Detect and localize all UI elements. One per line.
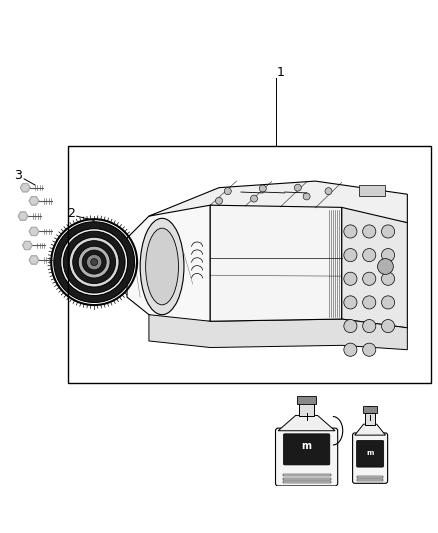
Ellipse shape xyxy=(344,343,357,356)
Circle shape xyxy=(325,188,332,195)
Bar xyxy=(283,474,331,477)
Polygon shape xyxy=(23,241,32,249)
Bar xyxy=(283,478,331,480)
Ellipse shape xyxy=(381,225,395,238)
FancyBboxPatch shape xyxy=(353,433,388,483)
Circle shape xyxy=(69,237,119,287)
Circle shape xyxy=(259,185,266,192)
Text: m: m xyxy=(302,441,311,451)
Polygon shape xyxy=(127,205,210,324)
Bar xyxy=(283,481,331,483)
Circle shape xyxy=(215,197,223,204)
Polygon shape xyxy=(342,207,407,328)
Circle shape xyxy=(78,246,110,278)
Text: 5: 5 xyxy=(366,405,374,418)
Polygon shape xyxy=(29,197,39,205)
Ellipse shape xyxy=(381,319,395,333)
Polygon shape xyxy=(210,205,342,321)
FancyBboxPatch shape xyxy=(283,434,330,465)
Ellipse shape xyxy=(381,296,395,309)
Bar xyxy=(359,185,385,197)
Text: 4: 4 xyxy=(303,403,311,417)
Circle shape xyxy=(82,250,106,274)
Polygon shape xyxy=(18,212,28,220)
Circle shape xyxy=(294,184,301,191)
Bar xyxy=(357,479,383,481)
Text: 3: 3 xyxy=(14,169,22,182)
Circle shape xyxy=(251,195,258,202)
Ellipse shape xyxy=(145,228,179,305)
Bar xyxy=(297,395,316,403)
Ellipse shape xyxy=(363,248,376,262)
Circle shape xyxy=(61,229,127,296)
Circle shape xyxy=(54,222,134,302)
Ellipse shape xyxy=(344,296,357,309)
Circle shape xyxy=(378,259,393,274)
Ellipse shape xyxy=(381,248,395,262)
Ellipse shape xyxy=(344,319,357,333)
Polygon shape xyxy=(21,183,30,192)
Bar xyxy=(365,413,375,425)
Bar xyxy=(357,476,383,478)
Ellipse shape xyxy=(363,225,376,238)
Polygon shape xyxy=(29,256,39,264)
Circle shape xyxy=(303,193,310,200)
Ellipse shape xyxy=(344,225,357,238)
Polygon shape xyxy=(29,228,39,236)
Polygon shape xyxy=(149,181,407,223)
Ellipse shape xyxy=(363,296,376,309)
Polygon shape xyxy=(355,424,385,435)
Circle shape xyxy=(224,188,231,195)
Polygon shape xyxy=(149,314,407,350)
Ellipse shape xyxy=(363,319,376,333)
FancyBboxPatch shape xyxy=(276,428,338,486)
Circle shape xyxy=(91,259,98,265)
Bar xyxy=(68,146,431,383)
Circle shape xyxy=(86,254,102,270)
Circle shape xyxy=(63,231,125,293)
Ellipse shape xyxy=(344,272,357,285)
Ellipse shape xyxy=(344,248,357,262)
Ellipse shape xyxy=(381,272,395,285)
Bar xyxy=(299,403,314,416)
Polygon shape xyxy=(278,415,335,431)
FancyBboxPatch shape xyxy=(357,440,384,467)
Bar xyxy=(363,406,377,413)
Ellipse shape xyxy=(363,343,376,356)
Text: m: m xyxy=(367,450,374,456)
Ellipse shape xyxy=(363,272,376,285)
Text: 2: 2 xyxy=(67,207,75,221)
Circle shape xyxy=(73,241,116,284)
Ellipse shape xyxy=(140,219,184,314)
Text: 1: 1 xyxy=(276,66,284,78)
